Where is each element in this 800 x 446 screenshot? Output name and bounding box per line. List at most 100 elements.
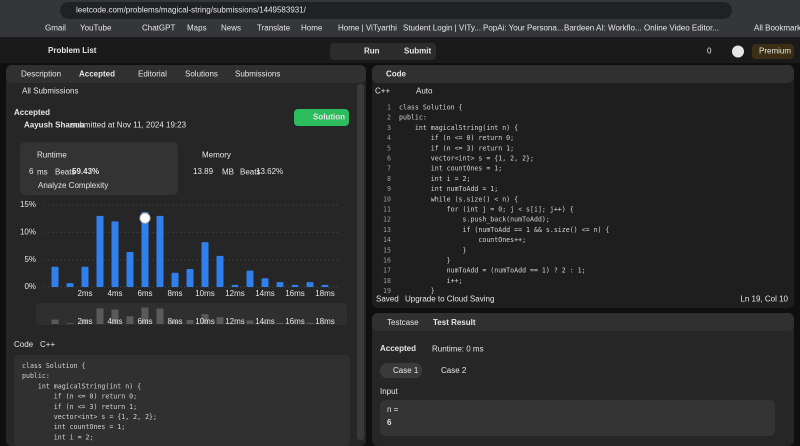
line-number: 9 bbox=[387, 185, 391, 193]
result-tab[interactable]: Test Result bbox=[433, 318, 476, 327]
bar[interactable] bbox=[261, 278, 269, 287]
param-name: n = bbox=[387, 405, 399, 414]
case-tab[interactable]: Case 1 bbox=[393, 366, 419, 375]
bookmark[interactable]: News bbox=[221, 24, 241, 33]
case-tab[interactable]: Case 2 bbox=[441, 366, 467, 375]
bar[interactable] bbox=[216, 255, 224, 287]
bar[interactable] bbox=[306, 282, 314, 287]
bookmark-folder[interactable]: All Bookmarks bbox=[754, 24, 800, 33]
left-tab[interactable]: Solutions bbox=[185, 70, 218, 79]
left-tab[interactable]: Submissions bbox=[235, 70, 280, 79]
x-tick-label: 14ms bbox=[255, 289, 275, 298]
bar[interactable] bbox=[141, 212, 149, 287]
result-tab-bar bbox=[372, 313, 794, 331]
code-line: public: bbox=[22, 372, 50, 380]
bar[interactable] bbox=[201, 242, 209, 287]
runtime-card bbox=[20, 142, 178, 195]
overview-bar bbox=[111, 309, 119, 324]
bookmark[interactable]: Home bbox=[301, 24, 323, 33]
line-number: 10 bbox=[383, 195, 391, 203]
solution-button[interactable] bbox=[294, 109, 349, 126]
analyze-link[interactable]: Analyze Complexity bbox=[38, 181, 108, 190]
bar[interactable] bbox=[186, 268, 194, 287]
scrollbar[interactable] bbox=[357, 84, 364, 440]
run-submit-group bbox=[330, 43, 436, 60]
overview-bar bbox=[201, 314, 209, 324]
left-tab[interactable]: Description bbox=[21, 70, 61, 79]
bar[interactable] bbox=[126, 252, 134, 287]
bookmark[interactable]: Online Video Editor... bbox=[644, 24, 719, 33]
code-line: } bbox=[399, 246, 467, 254]
submit-button[interactable]: Submit bbox=[404, 47, 431, 56]
line-number: 17 bbox=[383, 267, 391, 275]
code-line: if (n <= 0) return 0; bbox=[22, 393, 137, 401]
bar[interactable] bbox=[51, 266, 59, 287]
left-tab-bar bbox=[6, 65, 366, 83]
submitted-at: submitted at Nov 11, 2024 19:23 bbox=[71, 121, 187, 130]
upgrade-link[interactable]: Upgrade to Cloud Saving bbox=[405, 295, 494, 304]
bar[interactable] bbox=[246, 270, 254, 287]
overview-bar bbox=[51, 319, 59, 324]
bookmark[interactable]: Translate bbox=[257, 24, 291, 33]
bookmark[interactable]: Maps bbox=[187, 24, 207, 33]
code-line: } bbox=[399, 287, 435, 295]
code-line: while (s.size() < n) { bbox=[399, 195, 518, 203]
line-number: 5 bbox=[387, 144, 391, 152]
premium-label[interactable]: Premium bbox=[759, 47, 791, 56]
run-button[interactable]: Run bbox=[364, 47, 380, 56]
bar[interactable] bbox=[96, 215, 104, 287]
bookmark[interactable]: PopAi: Your Persona... bbox=[483, 24, 564, 33]
bookmark[interactable]: Gmail bbox=[45, 24, 66, 33]
language-select[interactable]: C++ bbox=[375, 87, 390, 96]
memory-label: Memory bbox=[202, 151, 231, 160]
x-tick-label: 6ms bbox=[137, 289, 152, 298]
bar[interactable] bbox=[321, 284, 329, 287]
overview-bar bbox=[216, 317, 224, 324]
bar[interactable] bbox=[231, 284, 239, 287]
back-link[interactable]: All Submissions bbox=[22, 87, 78, 96]
bookmark[interactable]: Home | ViTyarthi bbox=[338, 24, 397, 33]
left-tab[interactable]: Editorial bbox=[138, 70, 167, 79]
bookmark[interactable]: ChatGPT bbox=[142, 24, 175, 33]
bar[interactable] bbox=[276, 282, 284, 287]
bar[interactable] bbox=[171, 272, 179, 287]
bar[interactable] bbox=[66, 283, 74, 287]
case-tab-active[interactable] bbox=[380, 363, 422, 378]
result-tab[interactable]: Testcase bbox=[387, 318, 419, 327]
avatar[interactable] bbox=[732, 45, 744, 58]
bar[interactable] bbox=[111, 221, 119, 287]
y-tick-label: 5% bbox=[24, 255, 36, 264]
code-lang: C++ bbox=[40, 340, 55, 349]
result-status: Accepted bbox=[380, 344, 416, 353]
runtime-beats: 59.43% bbox=[72, 167, 99, 176]
solution-label[interactable]: Solution bbox=[313, 113, 345, 122]
code-line: vector<int> s = {1, 2, 2}; bbox=[399, 155, 534, 163]
overview-tick-label: 8ms bbox=[167, 317, 182, 326]
code-line: for (int j = 0; j < s[i]; j++) { bbox=[399, 206, 574, 214]
editor-panel bbox=[372, 65, 794, 308]
code-line: int countOnes = 1; bbox=[399, 165, 502, 173]
problem-list-link[interactable]: Problem List bbox=[48, 46, 97, 55]
saved-status: Saved bbox=[376, 295, 399, 304]
address-bar[interactable] bbox=[60, 2, 732, 19]
overview-tick-label: 6ms bbox=[137, 317, 152, 326]
bar[interactable] bbox=[156, 215, 164, 287]
line-number: 8 bbox=[387, 175, 391, 183]
bookmark[interactable]: YouTube bbox=[80, 24, 112, 33]
bookmark[interactable]: Student Login | VITy... bbox=[403, 24, 481, 33]
overview-tick-label: 10ms bbox=[195, 317, 215, 326]
left-tab[interactable]: Accepted bbox=[79, 70, 115, 79]
memory-value: 13.89 bbox=[193, 167, 214, 176]
auto-mode[interactable]: Auto bbox=[416, 87, 433, 96]
line-number: 18 bbox=[383, 277, 391, 285]
premium-button[interactable] bbox=[752, 44, 794, 59]
selected-marker bbox=[139, 212, 151, 224]
code-line: i++; bbox=[399, 277, 463, 285]
bar[interactable] bbox=[81, 266, 89, 287]
line-number: 19 bbox=[383, 287, 391, 295]
bookmark[interactable]: Bardeen AI: Workflo... bbox=[564, 24, 642, 33]
line-number: 3 bbox=[387, 124, 391, 132]
bar[interactable] bbox=[291, 284, 299, 287]
line-number: 15 bbox=[383, 246, 391, 254]
code-line: class Solution { bbox=[399, 104, 463, 112]
